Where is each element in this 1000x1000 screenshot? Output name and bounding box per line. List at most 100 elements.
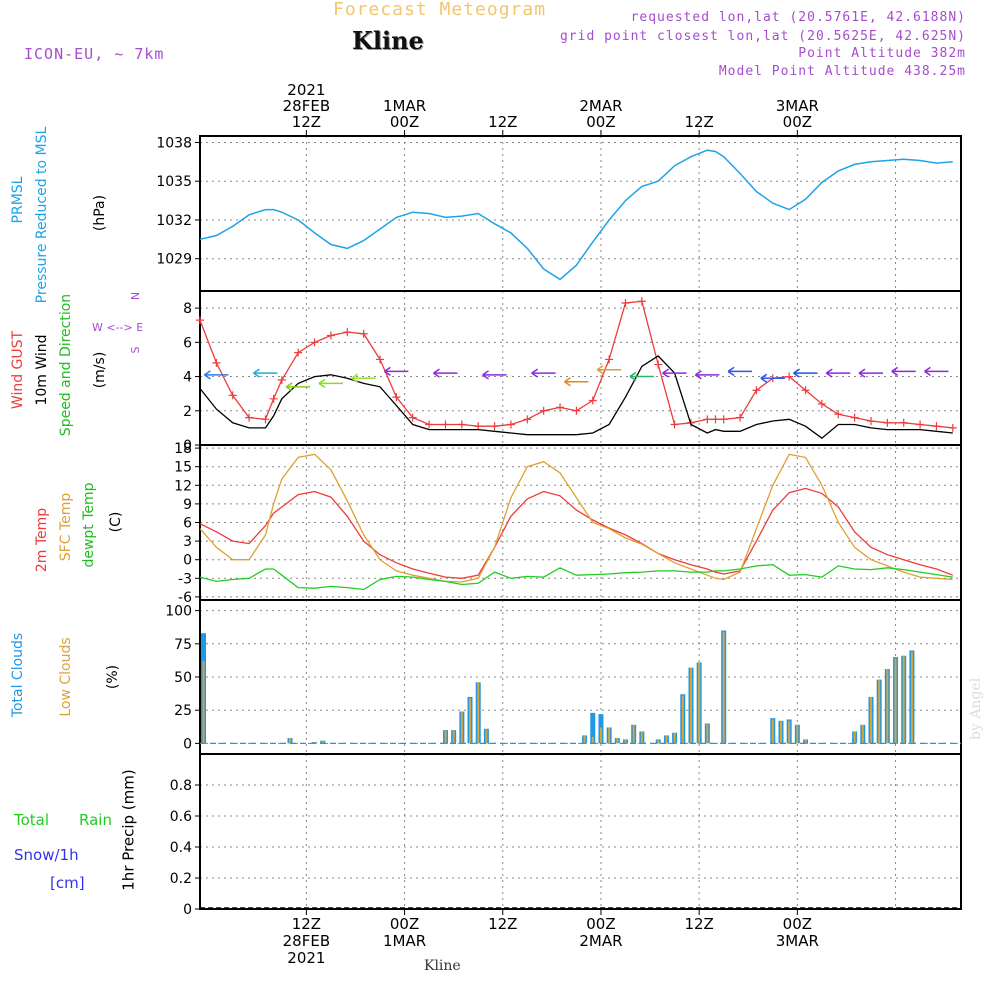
wind-label-unit: (m/s) <box>92 352 108 389</box>
wind-gust-marker-30 <box>670 420 679 429</box>
footer-location: Kline <box>424 958 461 974</box>
pressure-line <box>199 149 953 281</box>
temp-ytick-label-4: 6 <box>183 516 192 532</box>
cloud-low-bar-41 <box>902 655 905 744</box>
temp-sfc-line <box>199 453 953 583</box>
wind-direction-arrow-19 <box>891 366 916 377</box>
wind-gust-marker-5 <box>269 394 278 403</box>
cloud-low-bar-19 <box>640 731 643 744</box>
temp-dewpt-line <box>199 564 953 591</box>
cloud-low-bar-1 <box>289 738 292 744</box>
cloud-low-bar-25 <box>689 667 692 744</box>
wind-direction-arrow-7 <box>482 370 507 380</box>
bottom-time-label-5-1: 3MAR <box>776 932 819 950</box>
cloud-low-bar-39 <box>886 669 889 744</box>
temp-ytick-label-0: -6 <box>178 590 192 606</box>
top-time-label-1-1: 00Z <box>390 113 419 131</box>
pressure-ytick-label-3: 1038 <box>156 135 192 151</box>
cloud-low-bar-3 <box>313 742 316 744</box>
clouds-ytick-label-0: 0 <box>183 736 192 752</box>
wind-gust-marker-13 <box>392 393 401 402</box>
location-title: Kline <box>352 26 424 55</box>
wind-ytick-label-1: 2 <box>183 404 192 420</box>
cloud-low-bar-42 <box>910 651 913 744</box>
clouds-label-unit: (%) <box>105 665 121 689</box>
cloud-low-bar-8 <box>469 698 472 744</box>
wind-direction-arrow-20 <box>924 366 949 377</box>
wind-gust-marker-46 <box>916 420 925 429</box>
wind-direction-arrow-1 <box>253 368 278 378</box>
cloud-low-bar-38 <box>878 679 881 744</box>
wind-ytick-label-0: 0 <box>183 438 192 454</box>
temp-ytick-label-1: -3 <box>178 571 192 587</box>
precip-ytick-label-2: 0.4 <box>170 840 192 856</box>
wind-gust-marker-3 <box>245 413 254 422</box>
temp-label-dewpt: dewpt Temp <box>81 482 97 567</box>
cloud-low-bar-29 <box>722 631 725 744</box>
pressure-panel-frame <box>199 135 962 292</box>
wind-direction-arrow-12 <box>662 368 687 378</box>
temp-ytick-label-6: 12 <box>174 478 192 494</box>
cloud-low-bar-30 <box>771 719 774 744</box>
wind-direction-arrow-10 <box>596 365 622 375</box>
wind-gust-marker-36 <box>752 386 761 395</box>
wind-direction-arrow-4 <box>351 373 376 383</box>
cloud-total-bar-13 <box>590 712 596 744</box>
clouds-ytick-label-3: 75 <box>174 637 192 653</box>
pressure-label-unit: (hPa) <box>92 195 108 231</box>
cloud-low-bar-14 <box>599 727 602 744</box>
bottom-time-label-5-0: 00Z <box>783 915 812 933</box>
cloud-low-bar-34 <box>804 739 807 744</box>
cloud-low-bar-0 <box>202 661 205 744</box>
wind-label-gust: Wind GUST <box>10 330 26 409</box>
wind-gust-marker-22 <box>539 406 548 415</box>
wind-ytick-label-4: 8 <box>183 301 192 317</box>
wind-direction-arrow-6 <box>433 368 458 378</box>
compass-south: S <box>129 346 142 353</box>
bottom-time-label-2-0: 12Z <box>488 915 517 933</box>
clouds-label-low: Low Clouds <box>58 637 74 716</box>
cloud-low-bar-5 <box>444 730 447 744</box>
wind-gust-marker-21 <box>523 415 532 424</box>
wind-gust-marker-23 <box>556 403 565 412</box>
precip-ytick-label-3: 0.6 <box>170 809 192 825</box>
cloud-low-bar-36 <box>861 724 864 744</box>
top-time-label-4-0: 12Z <box>684 113 713 131</box>
wind-gust-marker-39 <box>801 386 810 395</box>
wind-direction-arrow-9 <box>563 377 589 387</box>
cloud-low-bar-13 <box>591 736 594 744</box>
wind-label-10m: 10m Wind <box>34 334 50 405</box>
wind-ytick-label-3: 6 <box>183 335 192 351</box>
wind-gust-marker-7 <box>294 348 303 357</box>
bottom-time-label-1-1: 1MAR <box>383 932 426 950</box>
wind-gust-marker-15 <box>425 420 434 429</box>
wind-gust-marker-16 <box>441 420 450 429</box>
wind-direction-arrow-13 <box>694 370 720 380</box>
wind-gust-marker-32 <box>703 415 712 424</box>
wind-gust-marker-24 <box>572 406 581 415</box>
wind-gust-marker-40 <box>817 399 826 408</box>
cloud-low-bar-4 <box>321 740 324 744</box>
meteogram-title: Forecast Meteogram <box>333 0 547 20</box>
cloud-low-bar-16 <box>616 738 619 744</box>
wind-gust-marker-12 <box>376 355 385 364</box>
precip-ytick-label-0: 0 <box>183 902 192 918</box>
wind-gust-marker-0 <box>196 316 204 325</box>
temp-label-sfc: SFC Temp <box>58 493 74 562</box>
top-time-label-0-1: 28FEB <box>283 97 330 115</box>
temp-ytick-label-8: 18 <box>174 441 192 457</box>
wind-gust-marker-4 <box>261 415 270 424</box>
cloud-low-bar-17 <box>624 739 627 744</box>
precip-panel-frame <box>199 753 962 910</box>
pressure-label-full: Pressure Reduced to MSL <box>34 126 50 303</box>
wind-gust-marker-9 <box>326 331 335 340</box>
temp-ytick-label-5: 9 <box>183 497 192 513</box>
wind-gust-marker-42 <box>850 413 859 422</box>
model-label: ICON-EU, ~ 7km <box>24 45 165 63</box>
cloud-low-bar-32 <box>788 720 791 744</box>
wind-direction-arrow-2 <box>285 382 311 392</box>
bottom-time-label-0-1: 28FEB <box>283 932 330 950</box>
clouds-ytick-label-1: 25 <box>174 703 192 719</box>
wind-speed-line <box>199 355 953 440</box>
